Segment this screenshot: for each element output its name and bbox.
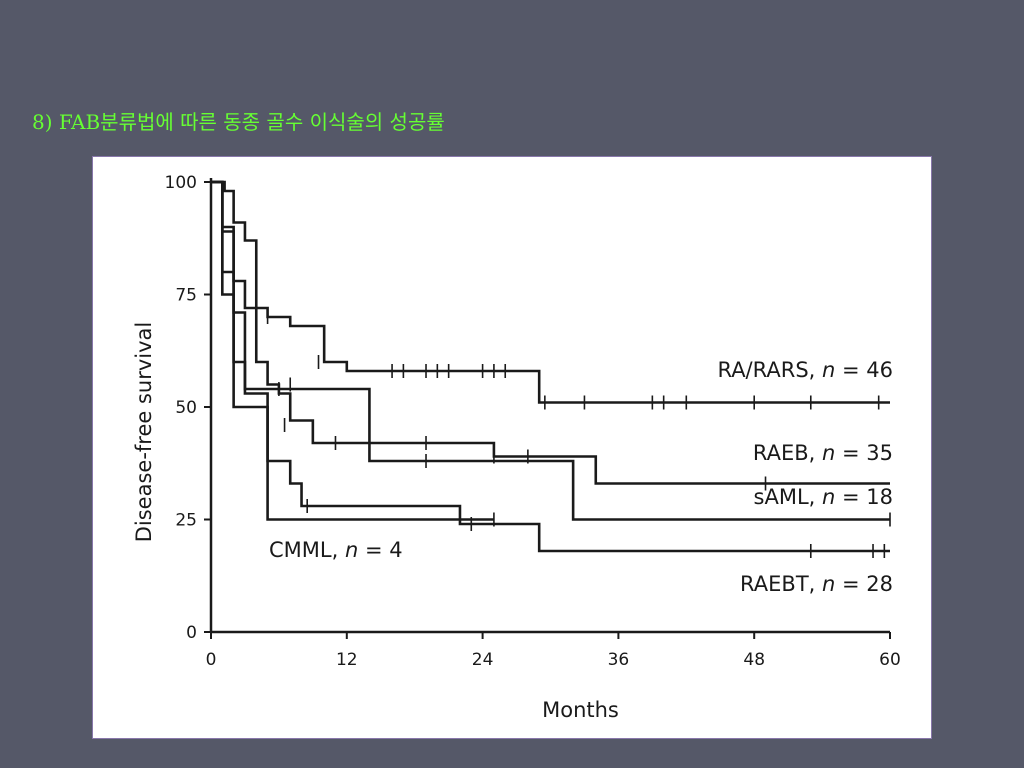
x-tick-label: 48 [743, 650, 765, 670]
series-n-value: = 35 [835, 441, 893, 465]
series-name: sAML, [754, 485, 822, 509]
series-name: RA/RARS, [717, 358, 822, 382]
censor-marks [266, 310, 891, 558]
curve-raeb [211, 180, 890, 485]
series-n-value: = 46 [835, 358, 893, 382]
y-tick-label: 100 [165, 173, 197, 193]
chart-panel: 0 25 50 75 100 0 12 24 36 48 60 Months Disease-free … [92, 156, 932, 739]
series-n-symbol: n [822, 485, 835, 509]
series-name: RAEBT, [740, 572, 822, 596]
series-label-raebt: RAEBT, n = 28 [740, 572, 893, 596]
series-name: CMML, [269, 538, 345, 562]
y-tick-label: 50 [175, 398, 197, 418]
series-labels: RA/RARS, n = 46 RAEB, n = 35 sAML, n = 18 R… [269, 358, 893, 596]
x-tick-label: 12 [336, 650, 358, 670]
curve-saml [211, 180, 890, 521]
curve-cmml [211, 180, 494, 521]
series-label-saml: sAML, n = 18 [754, 485, 893, 509]
x-tick-label: 24 [472, 650, 494, 670]
series-label-raeb: RAEB, n = 35 [753, 441, 893, 465]
series-name: RAEB, [753, 441, 822, 465]
survival-chart: 0 25 50 75 100 0 12 24 36 48 60 Months Disease-free … [132, 173, 901, 722]
curve-raebt [211, 180, 890, 553]
y-tick-label: 75 [175, 286, 197, 306]
slide-title: 8) FAB분류법에 따른 동종 골수 이식술의 성공률 [32, 110, 445, 134]
series-n-value: = 28 [835, 572, 893, 596]
chart-axes: 0 25 50 75 100 0 12 24 36 48 60 Months Disease-free … [132, 173, 901, 722]
series-n-symbol: n [345, 538, 358, 562]
x-tick-label: 60 [879, 650, 901, 670]
x-tick-label: 36 [608, 650, 630, 670]
x-axis-title: Months [542, 698, 619, 722]
series-n-value: = 4 [358, 538, 402, 562]
series-label-ra-rars: RA/RARS, n = 46 [717, 358, 893, 382]
y-tick-label: 25 [175, 511, 197, 531]
series-label-cmml: CMML, n = 4 [269, 538, 403, 562]
series-n-symbol: n [822, 441, 835, 465]
series-n-symbol: n [822, 358, 835, 382]
series-n-symbol: n [822, 572, 835, 596]
x-tick-label: 0 [206, 650, 217, 670]
series-n-value: = 18 [835, 485, 893, 509]
y-axis-title: Disease-free survival [132, 322, 156, 543]
y-tick-label: 0 [186, 623, 197, 643]
